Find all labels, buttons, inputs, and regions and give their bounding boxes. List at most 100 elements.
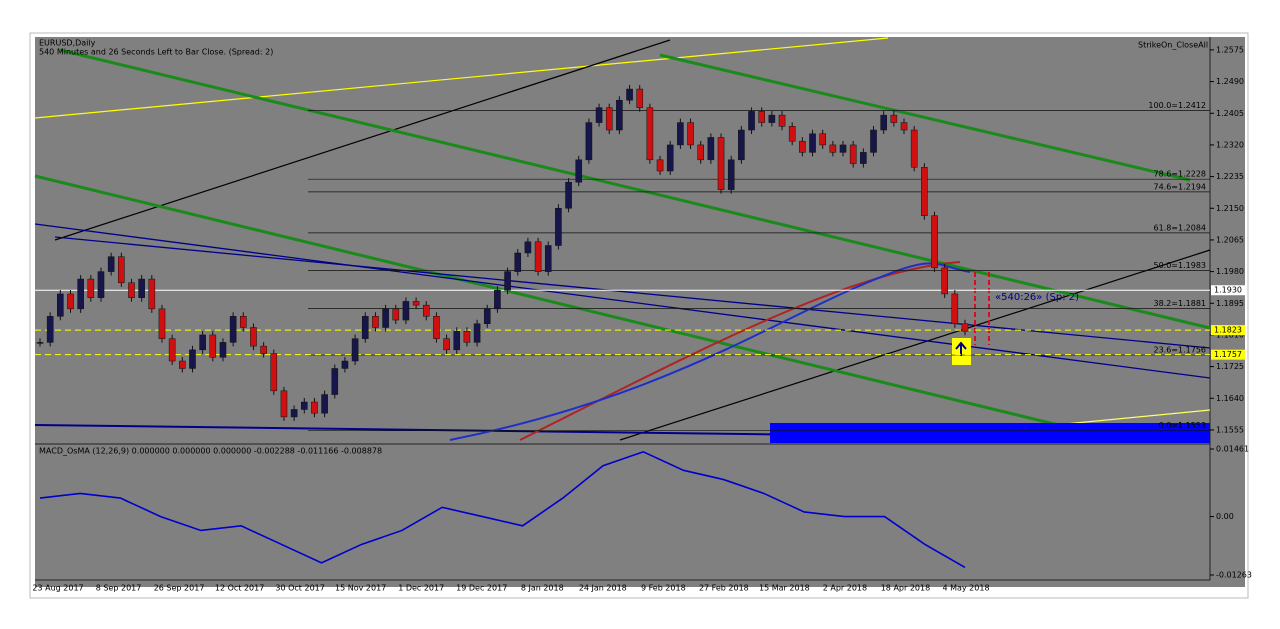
candle-body	[951, 293, 959, 325]
candle-body	[443, 338, 450, 351]
candle-body	[829, 144, 837, 153]
candle-body	[748, 111, 755, 131]
candle-body	[341, 360, 349, 369]
x-tick-label: 1 Dec 2017	[398, 584, 444, 593]
x-tick-label: 19 Dec 2017	[456, 584, 507, 593]
candle-body	[422, 304, 430, 317]
y-tick-label: 1.2405	[1216, 109, 1244, 118]
candle-body	[758, 111, 766, 123]
candle-body	[280, 390, 288, 418]
candle-body	[219, 342, 227, 358]
candle-body	[849, 144, 857, 164]
candle-body	[809, 133, 816, 153]
candle-body	[677, 122, 684, 146]
candle-body	[697, 144, 705, 161]
price-tag-label: 1.1757	[1214, 350, 1242, 359]
macd-tick-label: 0.00	[1216, 512, 1234, 521]
x-tick-label: 2 Apr 2018	[823, 584, 867, 593]
candle-body	[961, 323, 969, 332]
y-tick-label: 1.2065	[1216, 235, 1244, 244]
candle-body	[900, 122, 908, 131]
candle-body	[138, 278, 145, 298]
x-tick-label: 18 Apr 2018	[881, 584, 930, 593]
symbol-label: EURUSD,Daily	[39, 39, 96, 48]
candle-body	[351, 338, 359, 362]
trendlines	[34, 37, 1211, 443]
x-tick-label: 23 Aug 2017	[32, 584, 83, 593]
buy-arrow	[955, 341, 967, 356]
candle-body	[87, 278, 95, 298]
x-tick-label: 15 Mar 2018	[759, 584, 810, 593]
candle-body	[250, 327, 257, 347]
candle-body	[778, 114, 786, 127]
candle-body	[738, 129, 745, 161]
trendline	[619, 249, 1211, 441]
candle-body	[931, 215, 938, 269]
fib-label: 38.2=1.1881	[1153, 299, 1206, 308]
y-tick-label: 1.1725	[1216, 362, 1244, 371]
candle-body	[118, 256, 125, 284]
candle-body	[189, 349, 196, 369]
x-tick-label: 27 Feb 2018	[699, 584, 749, 593]
candle-body	[239, 316, 247, 328]
candle-body	[494, 289, 501, 310]
candle-body	[585, 122, 593, 161]
fib-label: 61.8=1.2084	[1153, 223, 1206, 232]
candle-body	[107, 256, 115, 272]
candle-body	[331, 368, 339, 395]
expert-label: StrikeOn_CloseAll	[1138, 41, 1208, 50]
price-tag-label: 1.1930	[1214, 286, 1242, 295]
x-tick-label: 4 May 2018	[942, 584, 989, 593]
y-tick-label: 1.1555	[1216, 425, 1244, 434]
fib-label: 0.0=1.1553	[1159, 421, 1206, 430]
x-tick-label: 12 Oct 2017	[215, 584, 264, 593]
macd-tick-label: -0.01263	[1216, 571, 1252, 580]
candle-body	[514, 252, 522, 272]
candle-body	[229, 316, 237, 343]
candle-body	[412, 301, 420, 306]
price-tag	[1211, 349, 1245, 360]
x-tick-label: 8 Jan 2018	[521, 584, 564, 593]
trendline	[34, 37, 889, 119]
y-tick-label: 1.1640	[1216, 394, 1244, 403]
x-tick-label: 24 Jan 2018	[579, 584, 627, 593]
candle-body	[636, 88, 644, 108]
candle-body	[565, 181, 572, 209]
y-tick-label: 1.1980	[1216, 267, 1244, 276]
channel-line	[659, 53, 1191, 182]
candle-body	[290, 409, 298, 418]
candle-body	[260, 345, 267, 354]
price-tag	[1211, 325, 1245, 336]
y-tick-label: 1.2150	[1216, 204, 1244, 213]
candle-body	[36, 342, 44, 344]
x-tick-label: 30 Oct 2017	[275, 584, 324, 593]
fib-label: 100.0=1.2412	[1148, 101, 1206, 110]
candle-body	[941, 267, 948, 295]
candle-body	[768, 114, 776, 123]
candle-body	[626, 88, 633, 101]
candle-body	[707, 137, 715, 161]
candle-body	[483, 308, 491, 325]
price-tag-label: 1.1823	[1214, 326, 1242, 335]
candle-body	[46, 316, 54, 343]
fib-label: 50.0=1.1983	[1153, 261, 1206, 270]
fib-label: 23.6=1.1756	[1153, 346, 1206, 355]
candle-body	[921, 167, 928, 216]
candle-body	[300, 401, 308, 410]
candle-body	[168, 338, 176, 362]
macd-tick-label: 0.01461	[1216, 445, 1249, 454]
trendline	[54, 236, 1211, 349]
candle-body	[605, 107, 613, 131]
fib-label: 78.6=1.2228	[1153, 170, 1206, 179]
candle-body	[870, 129, 877, 153]
candle-body	[311, 401, 318, 414]
candle-body	[77, 278, 84, 310]
annotation: «540:26» (Sp: 2)	[995, 292, 1079, 303]
x-tick-label: 26 Sep 2017	[154, 584, 205, 593]
candle-body	[595, 107, 603, 123]
moving-average	[519, 261, 961, 441]
candle-body	[860, 152, 867, 164]
candle-body	[463, 330, 471, 343]
